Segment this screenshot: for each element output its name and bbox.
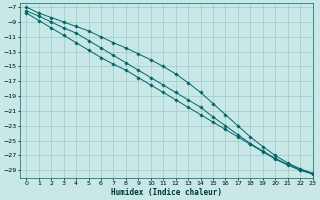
X-axis label: Humidex (Indice chaleur): Humidex (Indice chaleur): [111, 188, 222, 197]
